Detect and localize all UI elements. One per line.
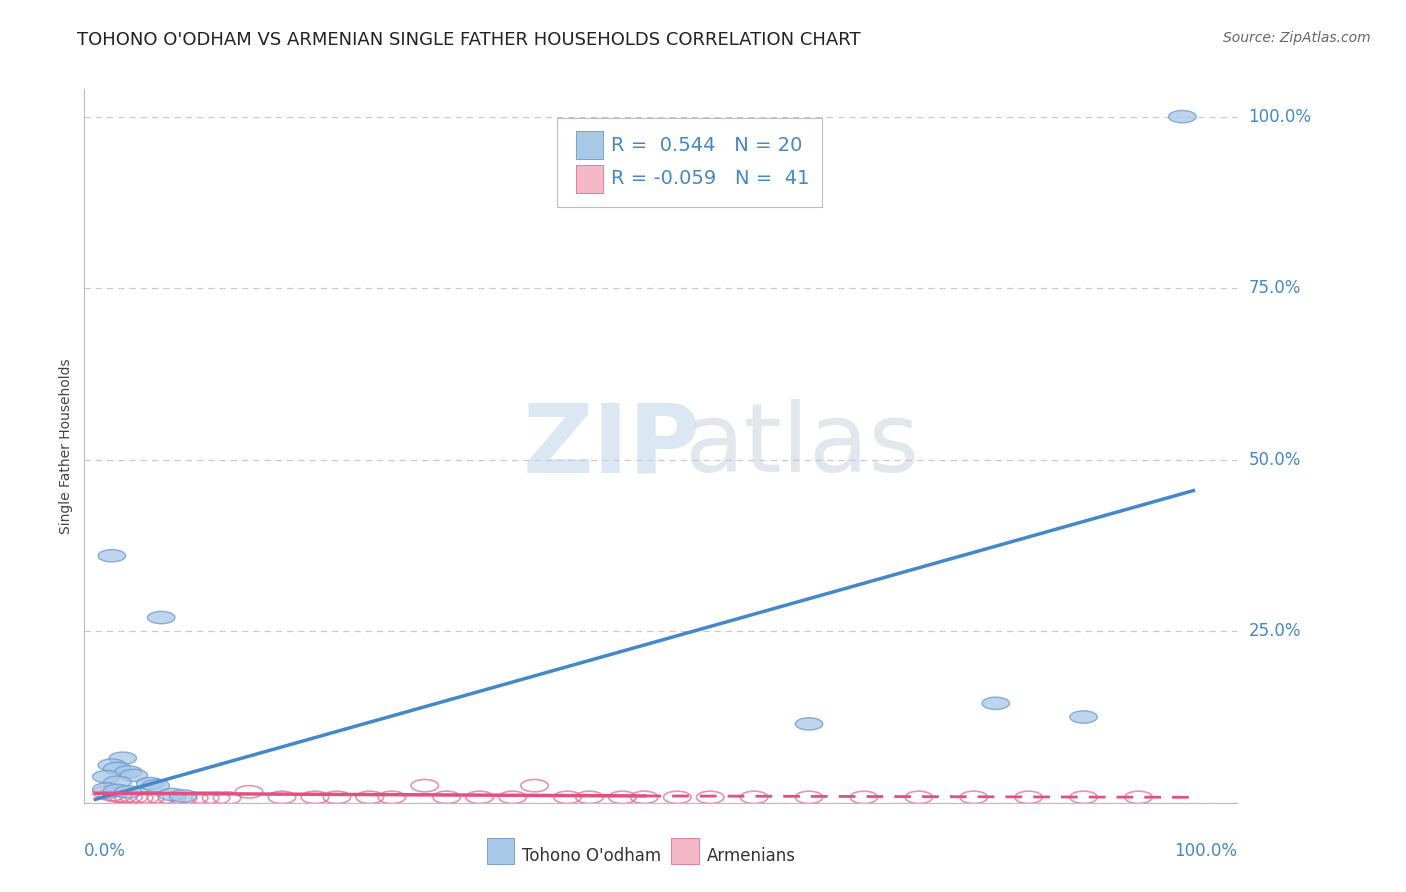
Ellipse shape: [148, 611, 174, 624]
Ellipse shape: [159, 789, 186, 801]
Text: 75.0%: 75.0%: [1249, 279, 1301, 297]
Ellipse shape: [170, 789, 197, 802]
Ellipse shape: [114, 786, 142, 798]
Text: TOHONO O'ODHAM VS ARMENIAN SINGLE FATHER HOUSEHOLDS CORRELATION CHART: TOHONO O'ODHAM VS ARMENIAN SINGLE FATHER…: [77, 31, 860, 49]
Ellipse shape: [142, 780, 170, 792]
Ellipse shape: [114, 765, 142, 778]
Ellipse shape: [98, 549, 125, 562]
FancyBboxPatch shape: [557, 118, 823, 207]
Text: Source: ZipAtlas.com: Source: ZipAtlas.com: [1223, 31, 1371, 45]
Ellipse shape: [1168, 111, 1197, 123]
Text: R =  0.544   N = 20: R = 0.544 N = 20: [612, 136, 803, 154]
Text: atlas: atlas: [683, 400, 920, 492]
Text: 0.0%: 0.0%: [84, 842, 127, 860]
Ellipse shape: [120, 769, 148, 781]
Ellipse shape: [104, 784, 131, 797]
Ellipse shape: [110, 752, 136, 764]
Ellipse shape: [1070, 711, 1097, 723]
Ellipse shape: [93, 783, 120, 796]
Text: Tohono O'odham: Tohono O'odham: [523, 847, 662, 865]
Text: 100.0%: 100.0%: [1174, 842, 1237, 860]
Text: 100.0%: 100.0%: [1249, 108, 1312, 126]
Text: 25.0%: 25.0%: [1249, 623, 1301, 640]
Ellipse shape: [93, 771, 120, 783]
Ellipse shape: [981, 698, 1010, 709]
Text: 50.0%: 50.0%: [1249, 450, 1301, 468]
Ellipse shape: [104, 763, 131, 774]
Text: ZIP: ZIP: [523, 400, 700, 492]
FancyBboxPatch shape: [486, 838, 515, 864]
Y-axis label: Single Father Households: Single Father Households: [59, 359, 73, 533]
FancyBboxPatch shape: [575, 130, 603, 159]
Text: R = -0.059   N =  41: R = -0.059 N = 41: [612, 169, 810, 188]
FancyBboxPatch shape: [575, 165, 603, 194]
Ellipse shape: [796, 718, 823, 730]
FancyBboxPatch shape: [671, 838, 699, 864]
Ellipse shape: [136, 778, 165, 789]
Ellipse shape: [98, 759, 125, 772]
Ellipse shape: [104, 776, 131, 789]
Text: Armenians: Armenians: [707, 847, 796, 865]
